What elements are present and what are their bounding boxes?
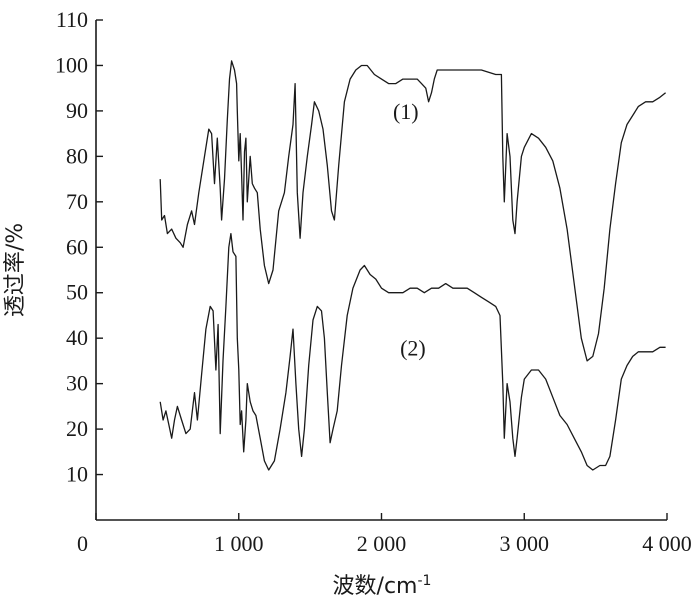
y-tick-label: 20	[66, 416, 88, 441]
x-axis-title: 波数/cm-1	[333, 573, 432, 599]
y-tick-label: 70	[66, 189, 88, 214]
spectrum-series	[159, 60, 667, 471]
y-axis: 10 20 30 40 50 60 70 80 90 100 110	[55, 7, 103, 520]
x-tick-label: 1 000	[214, 531, 264, 556]
y-tick-label: 10	[66, 462, 88, 487]
series-line-2	[159, 232, 666, 471]
y-tick-label: 60	[66, 234, 88, 259]
y-tick-label: 50	[66, 280, 88, 305]
y-tick-label: 110	[56, 7, 88, 32]
x-axis-title-main: 波数/cm	[333, 574, 418, 599]
x-tick-label: 2 000	[357, 531, 407, 556]
y-tick-label: 40	[66, 325, 88, 350]
y-tick-label: 100	[55, 52, 88, 77]
y-tick-label: 90	[66, 98, 88, 123]
x-axis-title-superscript: -1	[417, 573, 431, 589]
x-tick-label: 4 000	[642, 531, 692, 556]
series-labels: (1) (2)	[393, 99, 426, 360]
x-axis: 0 1 000 2 000 3 000 4 000	[77, 513, 692, 556]
y-axis-title: 透过率/%	[3, 223, 28, 317]
x-tick-label: 0	[77, 531, 88, 556]
y-tick-label: 80	[66, 143, 88, 168]
series-label-2: (2)	[400, 335, 426, 360]
x-tick-label: 3 000	[500, 531, 550, 556]
series-label-1: (1)	[393, 99, 419, 124]
series-line-1	[159, 60, 667, 362]
y-tick-label: 30	[66, 371, 88, 396]
